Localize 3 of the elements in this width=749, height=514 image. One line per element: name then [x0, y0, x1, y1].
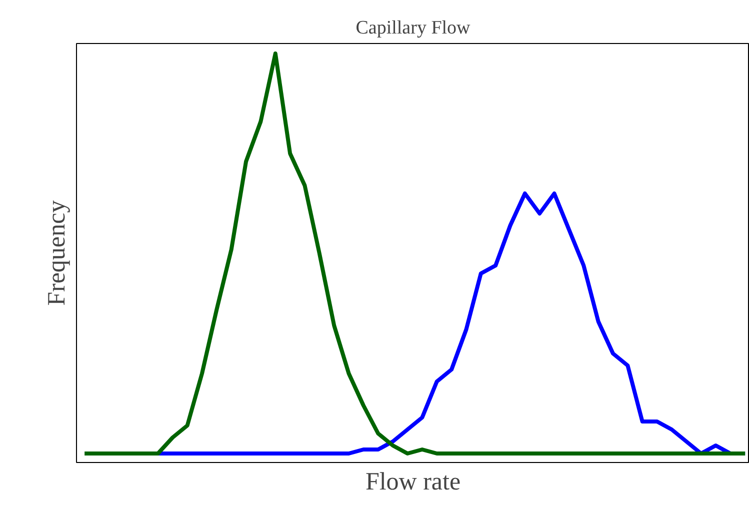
- y-axis-title: Frequency: [44, 200, 70, 306]
- chart-title: Capillary Flow: [356, 18, 471, 38]
- x-axis-title: Flow rate: [365, 468, 461, 496]
